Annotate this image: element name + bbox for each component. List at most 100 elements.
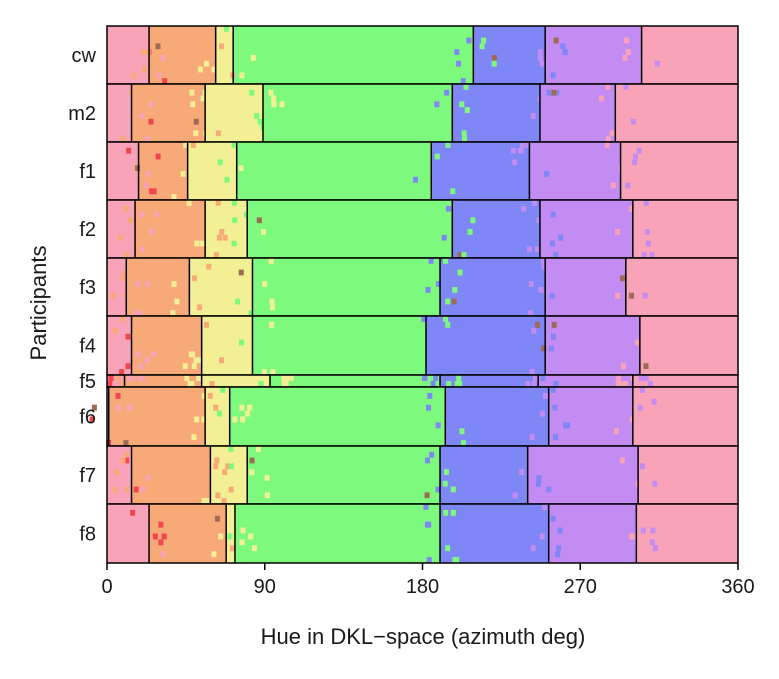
noise-cell — [144, 357, 150, 364]
noise-cell — [215, 130, 221, 137]
noise-cell — [160, 551, 166, 558]
noise-cell — [283, 381, 289, 387]
noise-cell — [116, 404, 122, 411]
noise-cell — [623, 84, 629, 90]
participant-labels: cw m2 f1 f2 f3 f4 f5 f6 f7 f8 — [68, 45, 96, 546]
noise-cell — [537, 55, 543, 61]
participant-label: f3 — [79, 277, 96, 299]
segment-yellow — [201, 375, 271, 387]
participant-label: f8 — [79, 524, 96, 546]
noise-cell — [155, 43, 161, 50]
noise-cell — [91, 404, 97, 411]
noise-cell — [424, 457, 430, 464]
noise-cell — [462, 136, 468, 142]
noise-cell — [434, 153, 440, 160]
segment-pink — [615, 84, 738, 142]
noise-cell — [213, 463, 219, 470]
noise-cell — [284, 375, 290, 381]
noise-cell — [461, 252, 467, 258]
noise-cell — [433, 375, 439, 381]
segment-orange — [135, 200, 206, 258]
noise-cell — [467, 229, 473, 235]
noise-cell — [550, 515, 556, 522]
segment-pink — [638, 446, 738, 504]
noise-cell — [557, 527, 563, 534]
segment-blue — [440, 504, 549, 563]
noise-cell — [231, 142, 237, 148]
noise-cell — [652, 480, 658, 487]
noise-cell — [213, 252, 219, 258]
noise-cell — [203, 321, 209, 328]
noise-cell — [240, 527, 246, 534]
noise-cell — [536, 217, 542, 224]
noise-cell — [239, 404, 245, 411]
noise-cell — [550, 333, 556, 340]
noise-cell — [190, 351, 196, 358]
noise-cell — [558, 234, 564, 241]
noise-cell — [445, 321, 451, 328]
segment-blue — [473, 26, 546, 84]
noise-cell — [446, 381, 452, 387]
noise-cell — [553, 381, 559, 387]
noise-cell — [552, 434, 558, 441]
noise-cell — [470, 217, 476, 224]
participant-label: f4 — [79, 336, 96, 358]
noise-cell — [436, 281, 442, 287]
noise-cell — [450, 188, 456, 195]
noise-cell — [444, 89, 450, 96]
noise-cell — [152, 533, 158, 540]
noise-cell — [240, 416, 246, 423]
noise-cell — [138, 211, 144, 218]
noise-cell — [223, 26, 229, 32]
noise-cell — [148, 101, 154, 108]
noise-cell — [171, 281, 177, 287]
noise-cell — [628, 205, 634, 212]
noise-cell — [219, 229, 225, 235]
x-tick-label: 0 — [101, 576, 112, 598]
noise-cell — [270, 369, 276, 375]
noise-cell — [145, 475, 151, 481]
noise-cell — [542, 504, 548, 510]
noise-cell — [180, 171, 186, 177]
segment-purple — [527, 446, 639, 504]
noise-cell — [213, 404, 219, 411]
participant-row-f1 — [106, 141, 739, 201]
participant-row-f4 — [106, 315, 739, 376]
segment-yellow — [215, 26, 234, 84]
noise-cell — [598, 95, 604, 102]
noise-cell — [421, 316, 427, 322]
noise-cell — [222, 469, 228, 475]
noise-cell — [539, 533, 545, 540]
noise-cell — [605, 136, 611, 142]
noise-cell — [137, 310, 143, 316]
noise-cell — [491, 60, 497, 67]
noise-cell — [425, 287, 431, 293]
noise-cell — [460, 440, 466, 446]
segment-green — [262, 84, 453, 142]
noise-cell — [452, 287, 458, 293]
segment-green — [252, 316, 427, 375]
noise-cell — [194, 240, 200, 247]
noise-cell — [534, 246, 540, 253]
segment-pink — [632, 375, 738, 387]
noise-cell — [549, 240, 555, 247]
noise-cell — [235, 298, 241, 305]
noise-cell — [459, 101, 465, 108]
participant-label: cw — [72, 45, 97, 67]
x-tick-label: 360 — [721, 576, 754, 598]
noise-cell — [125, 363, 131, 370]
segment-pink — [632, 200, 738, 258]
noise-cell — [139, 113, 145, 119]
noise-cell — [214, 515, 220, 522]
noise-cell — [134, 310, 140, 316]
noise-cell — [126, 147, 132, 154]
noise-cell — [450, 509, 456, 516]
noise-cell — [422, 375, 428, 381]
noise-cell — [429, 451, 435, 458]
noise-cell — [269, 298, 275, 305]
noise-cell — [456, 60, 462, 67]
participant-row-cw — [106, 25, 739, 85]
noise-cell — [257, 118, 263, 125]
noise-cell — [143, 182, 149, 189]
noise-cell — [155, 153, 161, 160]
